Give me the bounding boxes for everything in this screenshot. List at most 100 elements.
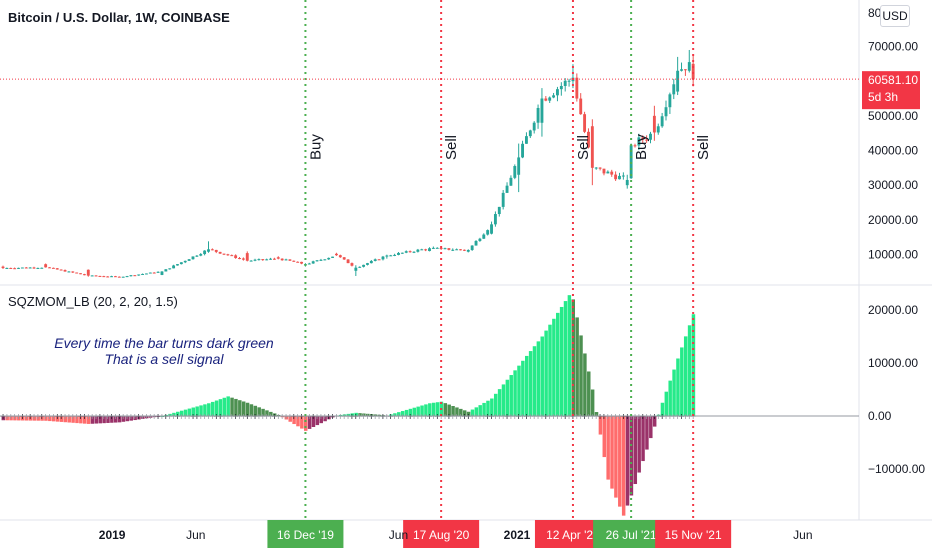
candle-body (319, 259, 323, 261)
candle-body (350, 263, 354, 266)
squeeze-dot: + (461, 412, 467, 423)
candle-body (288, 259, 292, 261)
squeeze-dot: + (481, 412, 487, 423)
currency-button[interactable]: USD (880, 5, 910, 27)
candle-body (75, 272, 79, 274)
squeeze-dot: + (85, 412, 91, 423)
momentum-bar (327, 416, 331, 420)
momentum-bar (222, 397, 227, 416)
momentum-bar (300, 416, 304, 429)
momentum-bar (265, 410, 269, 416)
squeeze-dot: + (244, 412, 250, 423)
squeeze-dot: + (318, 412, 324, 423)
candle-body (532, 122, 536, 131)
squeeze-dot: + (167, 412, 173, 423)
squeeze-dot: + (171, 412, 177, 423)
current-price-value: 60581.10 (868, 73, 918, 87)
squeeze-dot: + (47, 412, 53, 423)
candle-body (664, 107, 668, 117)
squeeze-dot: + (345, 412, 351, 423)
time-label: Jun (389, 528, 408, 542)
momentum-bar (121, 416, 126, 422)
squeeze-dot: + (655, 412, 661, 423)
squeeze-dot: + (543, 412, 549, 423)
candle-body (187, 259, 191, 261)
momentum-bar (110, 416, 114, 423)
momentum-bar (148, 416, 153, 418)
candle-body (331, 256, 335, 258)
squeeze-dot: + (163, 412, 169, 423)
candle-body (672, 84, 676, 95)
squeeze-dot: + (450, 412, 456, 423)
squeeze-dot: + (97, 412, 103, 423)
momentum-bar (40, 416, 44, 421)
candle-body (548, 97, 552, 101)
momentum-bar (552, 318, 556, 416)
squeeze-dot: + (531, 412, 537, 423)
momentum-bar (400, 411, 405, 416)
squeeze-dot: + (454, 412, 460, 423)
squeeze-dot: + (593, 412, 599, 423)
candle-body (346, 259, 350, 264)
squeeze-dot: + (458, 412, 464, 423)
momentum-bar (377, 414, 382, 416)
squeeze-dot: + (326, 412, 332, 423)
annotation-line-1: Every time the bar turns dark green (54, 335, 274, 351)
candle-body (20, 267, 24, 269)
momentum-bar (214, 400, 219, 416)
momentum-bar (44, 416, 48, 421)
squeeze-dot: + (186, 412, 192, 423)
signal-date-label: 26 Jul '21 (606, 528, 657, 542)
momentum-bar (540, 336, 544, 416)
squeeze-dot: + (438, 412, 444, 423)
momentum-bar (28, 416, 33, 421)
candle-body (649, 133, 652, 140)
candle-body (513, 166, 517, 178)
squeeze-dot: + (562, 412, 568, 423)
squeeze-dot: + (89, 412, 95, 423)
momentum-bar (179, 410, 184, 416)
squeeze-dot: + (206, 412, 212, 423)
candle-body (358, 266, 362, 268)
squeeze-dot: + (120, 412, 126, 423)
candle-body (397, 252, 400, 255)
candle-body (51, 267, 55, 269)
momentum-bar (195, 406, 199, 416)
candle-body (400, 252, 404, 254)
candle-body (230, 255, 234, 257)
squeeze-dot: + (229, 412, 235, 423)
squeeze-dot: + (147, 412, 153, 423)
momentum-bar (528, 351, 533, 416)
momentum-bar (241, 401, 246, 416)
squeeze-dot: + (54, 412, 60, 423)
squeeze-dot: + (686, 412, 692, 423)
candle-body (245, 253, 249, 261)
candle-body (606, 171, 610, 174)
candle-body (552, 95, 556, 98)
candle-body (338, 255, 342, 258)
squeeze-dot: + (446, 412, 452, 423)
candle-body (261, 259, 265, 261)
momentum-bar (307, 416, 312, 429)
squeeze-dot: + (485, 412, 491, 423)
candle-body (117, 276, 121, 278)
squeeze-dot: + (275, 412, 281, 423)
squeeze-dot: + (105, 412, 111, 423)
momentum-bar (664, 391, 669, 416)
squeeze-dot: + (306, 412, 312, 423)
squeeze-dot: + (0, 412, 6, 423)
squeeze-dot: + (140, 412, 146, 423)
candle-body (335, 253, 338, 256)
momentum-bar (486, 400, 490, 416)
momentum-bar (493, 393, 498, 416)
squeeze-dot: + (128, 412, 134, 423)
candle-body (17, 267, 20, 269)
candle-body (106, 276, 110, 278)
candle-body (311, 261, 315, 264)
candle-body (373, 259, 377, 261)
momentum-bar (389, 414, 393, 416)
momentum-bar (645, 416, 649, 450)
momentum-bar (269, 411, 273, 416)
price-tick: 70000.00 (868, 40, 918, 54)
candle-body (505, 185, 509, 193)
